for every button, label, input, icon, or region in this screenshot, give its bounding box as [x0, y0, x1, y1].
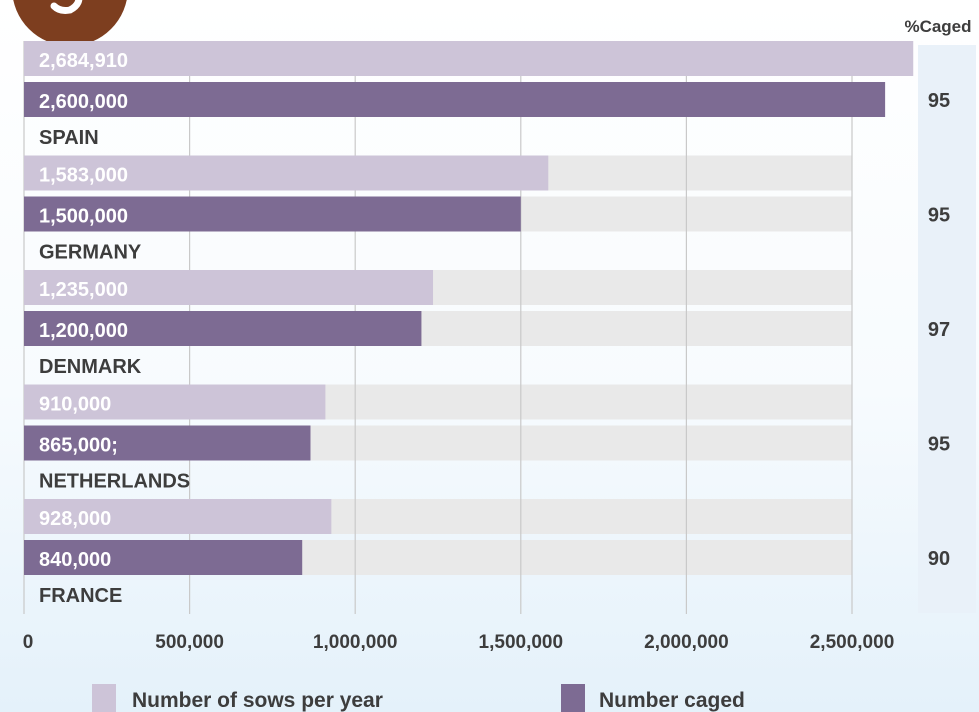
- bar-caged: [24, 311, 422, 346]
- bar-caged: [24, 196, 521, 232]
- bar-caged: [24, 82, 886, 117]
- bars: [24, 41, 914, 575]
- x-tick-label: 500,000: [155, 632, 224, 653]
- bar-label-sows: 928,000: [39, 508, 111, 530]
- pct-caged-value: 95: [928, 205, 950, 227]
- bar-caged: [24, 425, 311, 461]
- bar-sows: [24, 270, 434, 305]
- bar-sows: [24, 384, 326, 420]
- bar-label-sows: 910,000: [39, 394, 111, 416]
- legend: Number of sows per year Number caged: [92, 684, 745, 712]
- country-label: NETHERLANDS: [39, 471, 190, 493]
- country-label: GERMANY: [39, 242, 142, 264]
- bar-caged: [24, 540, 303, 575]
- bar-labels: 2,684,910 2,600,000 1,583,000 1,500,000 1,23…: [39, 50, 128, 571]
- x-axis-ticks: 0 500,000 1,000,000 1,500,000 2,000,000 2,500…: [23, 632, 895, 653]
- x-tick-label: 2,500,000: [810, 632, 895, 653]
- bar-tracks: [24, 41, 852, 575]
- legend-swatch-caged: [561, 684, 585, 712]
- bar-label-caged: 1,500,000: [39, 206, 128, 228]
- legend-swatch-sows: [92, 684, 116, 712]
- country-label: DENMARK: [39, 356, 142, 378]
- bar-label-caged: 1,200,000: [39, 320, 128, 342]
- bar-label-caged: 840,000: [39, 549, 111, 571]
- bar-label-caged: 2,600,000: [39, 91, 128, 113]
- country-labels: SPAIN GERMANY DENMARK NETHERLANDS FRANCE: [39, 127, 190, 607]
- bar-label-sows: 1,235,000: [39, 279, 128, 301]
- pct-caged-values: 95 95 97 95 90: [928, 90, 950, 570]
- bar-sows: [24, 41, 914, 76]
- x-tick-label: 0: [23, 632, 34, 653]
- pct-caged-value: 97: [928, 319, 950, 341]
- x-tick-label: 2,000,000: [644, 632, 729, 653]
- legend-label-caged: Number caged: [599, 689, 745, 712]
- x-tick-label: 1,500,000: [479, 632, 564, 653]
- bar-label-sows: 2,684,910: [39, 50, 128, 72]
- pct-caged-value: 95: [928, 434, 950, 456]
- bar-label-sows: 1,583,000: [39, 165, 128, 187]
- pct-caged-header: %Caged: [904, 17, 971, 36]
- pct-caged-value: 95: [928, 90, 950, 112]
- bar-label-caged: 865,000;: [39, 435, 118, 457]
- bar-sows: [24, 499, 332, 534]
- legend-label-sows: Number of sows per year: [132, 689, 383, 712]
- pct-caged-column: [918, 45, 976, 613]
- pct-caged-value: 90: [928, 548, 950, 570]
- country-label: SPAIN: [39, 127, 99, 149]
- x-tick-label: 1,000,000: [313, 632, 398, 653]
- country-label: FRANCE: [39, 585, 122, 607]
- bar-sows: [24, 155, 549, 191]
- badge-icon: [13, 0, 127, 46]
